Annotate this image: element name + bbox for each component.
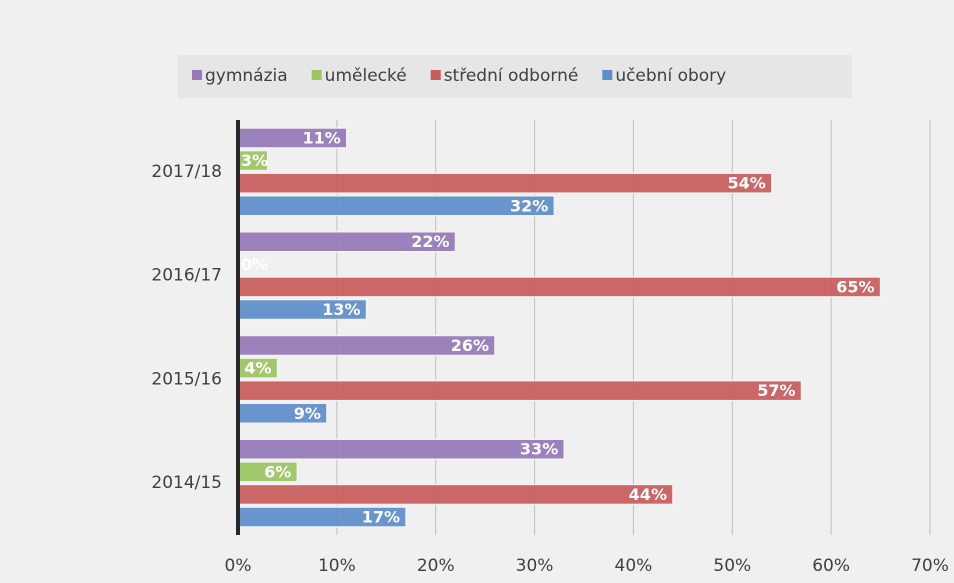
bar — [237, 379, 803, 402]
bar — [237, 483, 674, 506]
bar — [237, 195, 556, 217]
data-label: 44% — [629, 485, 667, 504]
data-label: 57% — [757, 381, 795, 400]
bar — [237, 438, 565, 460]
x-tick-label: 40% — [615, 556, 653, 576]
x-tick-label: 20% — [417, 556, 455, 576]
legend-swatch — [430, 70, 441, 80]
legend-label: gymnázia — [205, 66, 288, 86]
bar — [237, 276, 882, 298]
x-tick-label: 70% — [911, 556, 949, 576]
x-tick-label: 60% — [812, 556, 850, 576]
data-label: 22% — [411, 232, 449, 251]
legend-label: umělecké — [325, 66, 407, 86]
y-tick-label: 2016/17 — [151, 266, 222, 286]
data-label: 26% — [451, 336, 489, 355]
data-label: 54% — [728, 174, 766, 193]
data-label: 0% — [241, 255, 268, 274]
bar — [237, 172, 773, 194]
legend-label: střední odborné — [444, 66, 579, 86]
legend-swatch — [602, 70, 613, 80]
data-label: 17% — [362, 508, 400, 527]
y-tick-label: 2015/16 — [151, 369, 222, 389]
data-label: 6% — [264, 462, 291, 481]
data-label: 4% — [244, 359, 271, 378]
data-label: 11% — [302, 128, 340, 147]
y-tick-label: 2014/15 — [151, 473, 222, 493]
data-label: 9% — [294, 404, 321, 423]
data-label: 13% — [322, 300, 360, 319]
data-label: 33% — [520, 440, 558, 459]
legend-swatch — [311, 70, 322, 80]
data-label: 65% — [836, 277, 874, 296]
x-tick-label: 10% — [318, 556, 356, 576]
legend-box — [178, 55, 852, 98]
data-label: 3% — [241, 151, 268, 170]
x-tick-label: 0% — [225, 556, 252, 576]
x-tick-label: 50% — [713, 556, 751, 576]
legend-label: učební obory — [615, 66, 726, 86]
legend-swatch — [192, 70, 202, 80]
y-tick-label: 2017/18 — [151, 162, 222, 182]
data-label: 32% — [510, 196, 548, 215]
x-tick-label: 30% — [516, 556, 554, 576]
